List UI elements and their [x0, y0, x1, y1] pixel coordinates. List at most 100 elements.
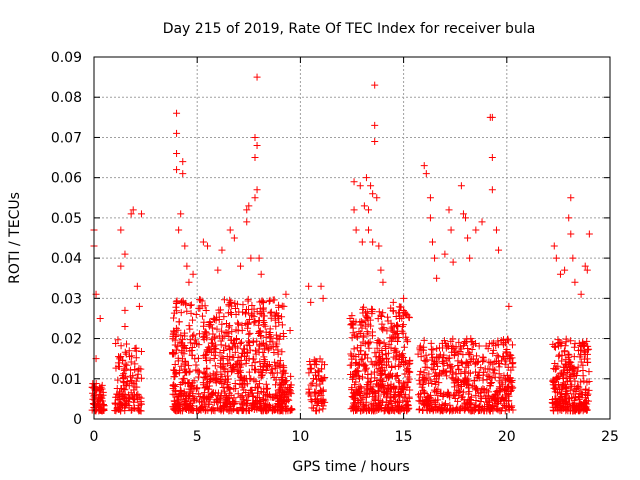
data-point	[242, 310, 250, 318]
data-point	[246, 346, 254, 354]
data-point	[133, 282, 141, 290]
data-point	[321, 361, 329, 369]
data-point	[468, 346, 476, 354]
data-point	[253, 73, 261, 81]
data-point	[457, 359, 465, 367]
data-point	[489, 349, 497, 357]
data-point	[286, 327, 294, 335]
data-point	[375, 358, 383, 366]
data-point	[423, 363, 431, 371]
data-point	[433, 375, 441, 383]
data-point	[177, 210, 185, 218]
data-point	[550, 365, 558, 373]
data-point	[312, 407, 320, 415]
data-point	[363, 313, 371, 321]
data-point	[441, 368, 449, 376]
data-point	[432, 380, 440, 388]
data-point	[489, 346, 497, 354]
plot-frame	[93, 56, 611, 420]
data-point	[135, 302, 143, 310]
data-point	[439, 344, 447, 352]
data-point	[202, 331, 210, 339]
data-point	[504, 352, 512, 360]
data-point	[204, 379, 212, 387]
data-point	[488, 154, 496, 162]
data-point	[447, 337, 455, 345]
data-point	[173, 129, 181, 137]
data-point	[180, 392, 188, 400]
data-point	[383, 327, 391, 335]
data-point	[199, 394, 207, 402]
data-point	[117, 226, 125, 234]
data-point	[127, 377, 135, 385]
data-point	[484, 345, 492, 353]
data-point	[465, 406, 473, 414]
data-point	[385, 340, 393, 348]
data-point	[353, 332, 361, 340]
data-point	[386, 397, 394, 405]
data-point	[128, 352, 136, 360]
y-tick-label: 0.06	[51, 171, 82, 187]
data-point	[355, 388, 363, 396]
data-point	[198, 297, 206, 305]
data-point	[420, 336, 428, 344]
data-point	[182, 396, 190, 404]
data-point	[420, 388, 428, 396]
data-point	[123, 361, 131, 369]
data-point	[379, 326, 387, 334]
x-tick-label: 25	[601, 429, 619, 445]
data-point	[217, 341, 225, 349]
data-point	[353, 367, 361, 375]
data-point	[121, 322, 129, 330]
data-point	[270, 348, 278, 356]
data-point	[357, 329, 365, 337]
data-point	[242, 388, 250, 396]
data-point	[227, 401, 235, 409]
data-point	[575, 405, 583, 413]
data-point	[274, 395, 282, 403]
data-point	[275, 301, 283, 309]
data-point	[276, 332, 284, 340]
data-point	[356, 182, 364, 190]
data-point	[357, 317, 365, 325]
data-point	[434, 354, 442, 362]
data-point	[205, 400, 213, 408]
data-point	[179, 297, 187, 305]
data-point	[187, 385, 195, 393]
data-point	[493, 351, 501, 359]
data-point	[505, 302, 513, 310]
data-point	[196, 296, 204, 304]
data-point	[259, 298, 267, 306]
data-point	[568, 362, 576, 370]
data-point	[225, 384, 233, 392]
data-point	[432, 387, 440, 395]
data-point	[181, 341, 189, 349]
data-point	[242, 375, 250, 383]
data-point	[179, 158, 187, 166]
data-point	[492, 226, 500, 234]
data-point	[170, 382, 178, 390]
data-point	[265, 331, 273, 339]
data-point	[424, 401, 432, 409]
data-point	[458, 383, 466, 391]
data-point	[400, 294, 408, 302]
data-point	[223, 378, 231, 386]
data-point	[321, 398, 329, 406]
data-point	[462, 404, 470, 412]
data-point	[438, 357, 446, 365]
data-point	[454, 397, 462, 405]
data-point	[435, 379, 443, 387]
data-point	[560, 348, 568, 356]
data-point	[464, 380, 472, 388]
data-point	[117, 352, 125, 360]
data-point	[384, 389, 392, 397]
data-point	[131, 344, 139, 352]
data-point	[358, 324, 366, 332]
data-point	[395, 363, 403, 371]
data-point	[308, 398, 316, 406]
data-point	[555, 352, 563, 360]
data-point	[433, 405, 441, 413]
data-point	[567, 337, 575, 345]
data-point	[115, 388, 123, 396]
